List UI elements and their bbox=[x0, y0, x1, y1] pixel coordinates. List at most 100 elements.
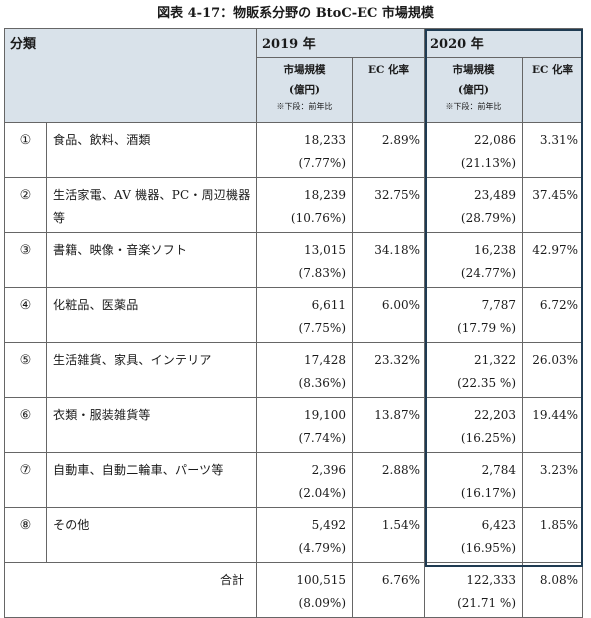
table-row: ⑦ 自動車、自動二輪車、パーツ等 2,396 (2.04%) 2.88% 2,784 (16… bbox=[4, 452, 584, 508]
table-row: ⑧ その他 5,492 (4.79%) 1.54% 6,423 (16.95%) 1.85% bbox=[4, 507, 584, 563]
growth-2020: (17.79 %) bbox=[457, 321, 517, 335]
ec-rate-2020-header: EC 化率 bbox=[522, 57, 584, 123]
ec-rate-2020: 26.03% bbox=[522, 342, 584, 398]
market-size-2019-cell: 18,233 (7.77%) bbox=[256, 122, 354, 178]
market-size-2019: 6,611 bbox=[311, 298, 347, 312]
ec-rate-2019-header: EC 化率 bbox=[352, 57, 426, 123]
year-2019-header: 2019 年 bbox=[256, 28, 426, 58]
market-size-2020-cell: 7,787 (17.79 %) bbox=[424, 287, 524, 343]
market-size-table: 分類 2019 年 2020 年 市場規模 (億円) ※下段：前年比 EC 化率… bbox=[3, 28, 584, 618]
market-size-2020-cell: 22,086 (21.13%) bbox=[424, 122, 524, 178]
ec-rate-2019: 23.32% bbox=[352, 342, 426, 398]
row-number: ⑧ bbox=[4, 507, 47, 563]
growth-2020: (24.77%) bbox=[460, 266, 517, 280]
market-size-2019-header: 市場規模 (億円) ※下段：前年比 bbox=[256, 57, 354, 123]
table-row: ⑥ 衣類・服装雑貨等 19,100 (7.74%) 13.87% 22,203 (16.25… bbox=[4, 397, 584, 453]
ec-rate-2020: 37.45% bbox=[522, 177, 584, 233]
category-name: 生活家電、AV 機器、PC・周辺機器等 bbox=[45, 177, 258, 233]
growth-2020: (28.79%) bbox=[460, 211, 517, 225]
ec-rate-2019: 34.18% bbox=[352, 232, 426, 288]
ec-rate-2019: 32.75% bbox=[352, 177, 426, 233]
row-number: ② bbox=[4, 177, 47, 233]
market-size-2019-cell: 2,396 (2.04%) bbox=[256, 452, 354, 508]
ec-rate-2019: 6.00% bbox=[352, 287, 426, 343]
ec-rate-label: EC 化率 bbox=[532, 64, 574, 76]
ec-rate-2020: 1.85% bbox=[522, 507, 584, 563]
market-size-2020-cell: 21,322 (22.35 %) bbox=[424, 342, 524, 398]
market-size-2019-cell: 18,239 (10.76%) bbox=[256, 177, 354, 233]
header-row: 分類 2019 年 2020 年 bbox=[3, 28, 584, 123]
market-size-2020: 6,423 bbox=[481, 518, 517, 532]
total-market-size-2019: 100,515 bbox=[296, 573, 347, 587]
total-2019-cell: 100,515 (8.09%) bbox=[256, 562, 354, 618]
growth-2019: (7.74%) bbox=[298, 431, 347, 445]
market-size-2019: 17,428 bbox=[304, 353, 347, 367]
market-size-2019: 19,100 bbox=[304, 408, 347, 422]
market-size-label: 市場規模 bbox=[452, 64, 495, 76]
growth-2019: (7.77%) bbox=[298, 156, 347, 170]
category-name: 生活雑貨、家具、インテリア bbox=[45, 342, 258, 398]
market-size-2019: 18,239 bbox=[304, 188, 347, 202]
market-size-2020-cell: 22,203 (16.25%) bbox=[424, 397, 524, 453]
ec-rate-2020: 3.31% bbox=[522, 122, 584, 178]
market-size-2020: 2,784 bbox=[481, 463, 517, 477]
unit-label: (億円) bbox=[458, 84, 489, 96]
market-size-2019: 13,015 bbox=[304, 243, 347, 257]
row-number: ③ bbox=[4, 232, 47, 288]
row-number: ① bbox=[4, 122, 47, 178]
unit-label: (億円) bbox=[289, 84, 320, 96]
growth-2020: (16.25%) bbox=[460, 431, 517, 445]
ec-rate-2020: 6.72% bbox=[522, 287, 584, 343]
category-name: 書籍、映像・音楽ソフト bbox=[45, 232, 258, 288]
table-row: ④ 化粧品、医薬品 6,611 (7.75%) 6.00% 7,787 (17.79 %) 6… bbox=[4, 287, 584, 343]
ec-rate-2019: 2.88% bbox=[352, 452, 426, 508]
table-row: ① 食品、飲料、酒類 18,233 (7.77%) 2.89% 22,086 (21.13%… bbox=[4, 122, 584, 178]
growth-2019: (7.75%) bbox=[298, 321, 347, 335]
note-label: ※下段：前年比 bbox=[276, 102, 333, 111]
ec-rate-2019: 1.54% bbox=[352, 507, 426, 563]
total-ec-rate-2019: 6.76% bbox=[352, 562, 426, 618]
growth-2019: (4.79%) bbox=[298, 541, 347, 555]
market-size-2019-cell: 17,428 (8.36%) bbox=[256, 342, 354, 398]
table-title: 図表 4-17：物販系分野の BtoC-EC 市場規模 bbox=[157, 6, 434, 21]
growth-2019: (7.83%) bbox=[298, 266, 347, 280]
market-size-2020: 16,238 bbox=[474, 243, 517, 257]
market-size-2019: 18,233 bbox=[304, 133, 347, 147]
market-size-2020-cell: 6,423 (16.95%) bbox=[424, 507, 524, 563]
total-label: 合計 bbox=[3, 562, 258, 618]
total-growth-2020: (21.71 %) bbox=[457, 596, 517, 610]
market-size-2020: 22,203 bbox=[474, 408, 517, 422]
growth-2019: (10.76%) bbox=[290, 211, 347, 225]
market-size-2019-cell: 6,611 (7.75%) bbox=[256, 287, 354, 343]
market-size-2019: 2,396 bbox=[311, 463, 347, 477]
market-size-2020-cell: 2,784 (16.17%) bbox=[424, 452, 524, 508]
ec-rate-label: EC 化率 bbox=[368, 64, 410, 76]
total-ec-rate-2020: 8.08% bbox=[522, 562, 584, 618]
total-growth-2019: (8.09%) bbox=[298, 596, 347, 610]
market-size-2019-cell: 13,015 (7.83%) bbox=[256, 232, 354, 288]
market-size-2020-cell: 23,489 (28.79%) bbox=[424, 177, 524, 233]
market-size-2020: 23,489 bbox=[474, 188, 517, 202]
growth-2019: (2.04%) bbox=[298, 486, 347, 500]
market-size-2020: 7,787 bbox=[481, 298, 517, 312]
ec-rate-2019: 2.89% bbox=[352, 122, 426, 178]
category-name: 食品、飲料、酒類 bbox=[45, 122, 258, 178]
table-row: ② 生活家電、AV 機器、PC・周辺機器等 18,239 (10.76%) 32.75%… bbox=[4, 177, 584, 233]
ec-rate-2020: 19.44% bbox=[522, 397, 584, 453]
row-number: ⑤ bbox=[4, 342, 47, 398]
growth-2020: (16.17%) bbox=[460, 486, 517, 500]
market-size-label: 市場規模 bbox=[283, 64, 326, 76]
category-header: 分類 bbox=[3, 28, 258, 123]
growth-2020: (21.13%) bbox=[460, 156, 517, 170]
row-number: ④ bbox=[4, 287, 47, 343]
category-name: 化粧品、医薬品 bbox=[45, 287, 258, 343]
table-row: ③ 書籍、映像・音楽ソフト 13,015 (7.83%) 34.18% 16,238 (24… bbox=[4, 232, 584, 288]
growth-2019: (8.36%) bbox=[298, 376, 347, 390]
market-size-2019-cell: 5,492 (4.79%) bbox=[256, 507, 354, 563]
subheader-row: 市場規模 (億円) ※下段：前年比 EC 化率 市場規模 (億円) ※下段：前年… bbox=[4, 57, 584, 123]
market-size-2019-cell: 19,100 (7.74%) bbox=[256, 397, 354, 453]
growth-2020: (22.35 %) bbox=[457, 376, 517, 390]
growth-2020: (16.95%) bbox=[460, 541, 517, 555]
category-name: 衣類・服装雑貨等 bbox=[45, 397, 258, 453]
market-size-2020: 21,322 bbox=[474, 353, 517, 367]
